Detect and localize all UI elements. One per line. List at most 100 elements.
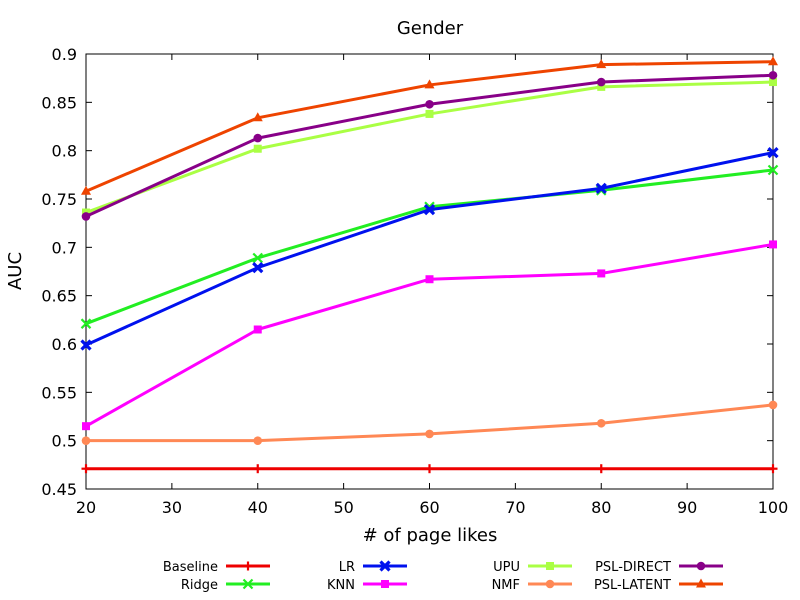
data-point-lr-core [770,150,776,156]
y-tick-label: 0.45 [41,480,77,499]
data-point-lr [252,262,264,274]
data-point-knn [425,275,434,284]
y-tick-label: 0.6 [52,335,77,354]
data-point-lr [767,146,779,159]
y-tick-label: 0.7 [52,238,77,257]
series-line-knn [85,242,774,428]
x-tick-label: 30 [162,498,182,517]
legend-entry-upu: UPU [493,560,572,575]
series-psl-latent [81,56,778,195]
legend-marker-psl-latent [696,578,706,588]
legend-marker-ridge-d2 [242,578,254,590]
legend-label-upu: UPU [493,560,520,575]
legend-marker-knn [381,580,389,588]
data-point-psl-latent [252,112,263,122]
data-point-upu [253,144,262,153]
series-knn [82,240,777,431]
data-point-psl-direct [425,99,434,109]
legend-entry-knn: KNN [327,578,407,593]
x-tick-label: 40 [248,498,268,517]
data-point-knn [82,422,90,431]
data-point-baseline [425,464,434,474]
legend-marker-lr-core [382,563,388,569]
x-tick-label: 100 [758,498,789,517]
series-line-ridge [85,168,774,326]
data-point-nmf [596,418,606,428]
series-baseline [81,464,778,474]
y-tick-label: 0.5 [52,432,77,451]
data-point-psl-direct [596,77,606,87]
legend-label-baseline: Baseline [163,560,218,575]
legend-entry-psl-direct: PSL-DIRECT [595,560,723,575]
data-point-baseline [81,464,91,474]
legend-marker-psl-direct [696,561,706,571]
data-point-lr [80,339,92,351]
series-ridge [80,164,779,329]
plot-frame [85,53,774,490]
data-point-psl-direct [81,212,91,221]
legend-entry-ridge: Ridge [181,578,270,593]
series-psl-direct [81,70,778,221]
legend-marker-nmf [545,579,555,589]
data-point-knn [769,240,777,249]
data-point-psl-direct [253,133,263,143]
data-point-nmf [768,400,778,410]
plot-area: 20 30 40 50 60 70 80 90 100 0.45 0.5 0.55 0.6 0.65 0.7… [41,45,788,517]
data-point-lr-core [598,185,604,191]
data-point-ridge-d2 [80,318,92,329]
x-tick-label: 90 [677,498,697,517]
data-point-knn [253,325,262,334]
x-tick-label: 60 [419,498,439,517]
legend-label-knn: KNN [327,578,355,593]
data-point-lr [423,204,436,216]
y-tick-label: 0.9 [52,45,77,64]
data-point-psl-latent [596,59,607,69]
legend-label-ridge: Ridge [181,578,218,593]
legend-label-psl-direct: PSL-DIRECT [595,560,671,575]
data-point-nmf [425,429,434,439]
legend-marker-lr [379,560,391,572]
legend-label-lr: LR [339,560,355,575]
data-point-ridge [252,252,264,264]
data-point-lr-core [83,342,89,348]
data-point-upu [425,109,434,118]
x-tick-label: 20 [76,498,96,517]
data-point-ridge-d2 [767,164,779,176]
legend-marker-baseline [243,561,253,571]
y-tick-label: 0.65 [41,287,77,306]
legend-entry-psl-latent: PSL-LATENT [594,578,723,593]
data-point-baseline [253,464,263,474]
data-point-lr-core [427,207,432,213]
legend-entry-lr: LR [339,560,407,575]
y-axis-label: AUC [5,252,26,290]
data-point-baseline [596,464,606,474]
legend-entry-nmf: NMF [492,578,572,593]
data-point-upu [597,82,606,91]
data-point-psl-latent [768,56,778,66]
data-point-ridge [80,318,92,329]
y-tick-label: 0.75 [41,190,77,209]
legend-entry-baseline: Baseline [163,560,270,575]
data-point-baseline [768,464,778,474]
x-axis-label: # of page likes [363,525,498,546]
data-point-psl-latent [424,79,435,89]
data-point-knn [597,269,606,278]
x-tick-label: 80 [591,498,611,517]
legend-marker-upu [546,562,554,570]
chart-title: Gender [397,18,464,39]
data-point-nmf [253,436,263,445]
data-point-psl-latent [81,185,91,195]
y-tick-label: 0.85 [41,93,77,112]
data-point-lr [595,182,607,194]
legend-label-nmf: NMF [492,578,520,593]
series-nmf [81,400,778,445]
series-lr [80,146,779,351]
y-tick-label: 0.8 [52,142,77,161]
data-point-ridge-d2 [252,252,264,264]
x-tick-label: 50 [333,498,353,517]
data-point-lr-core [255,265,261,271]
legend-label-psl-latent: PSL-LATENT [594,578,671,593]
data-point-ridge [767,164,779,176]
data-point-upu [769,78,777,87]
